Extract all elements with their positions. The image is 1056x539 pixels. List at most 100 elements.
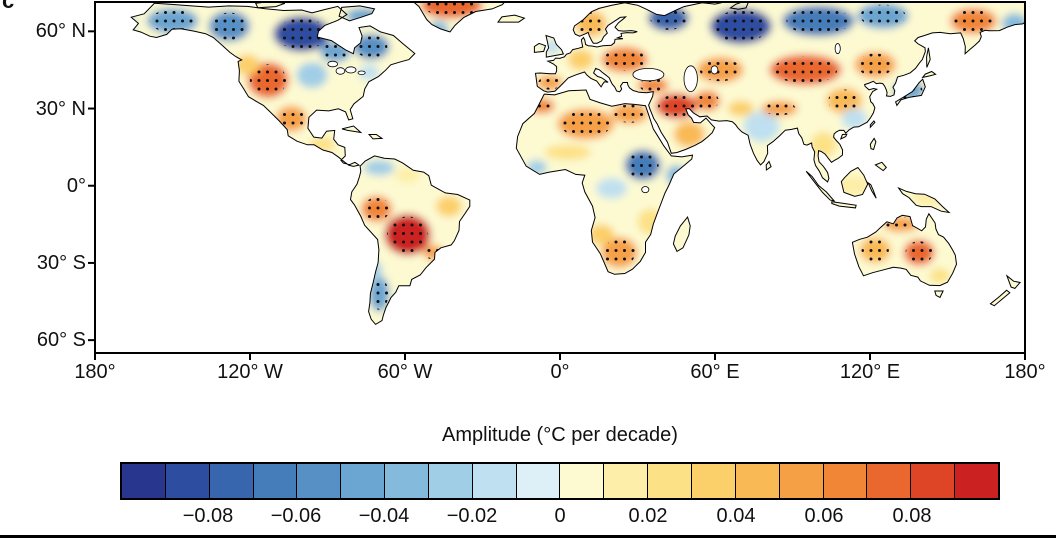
stipple-region bbox=[905, 241, 933, 264]
stipple-region bbox=[613, 104, 646, 123]
stipple-region bbox=[786, 7, 851, 35]
anomaly-region bbox=[131, 13, 137, 34]
coastline bbox=[805, 170, 836, 202]
colorbar-tick-label: 0.08 bbox=[892, 505, 932, 527]
stipple-region bbox=[276, 18, 327, 50]
colorbar-cell bbox=[735, 464, 780, 498]
y-axis-tick-label: 30° S bbox=[36, 251, 86, 274]
coastline bbox=[926, 47, 931, 68]
colorbar-cell bbox=[385, 464, 429, 498]
coastline bbox=[921, 70, 937, 79]
anomaly-region bbox=[296, 62, 328, 88]
colorbar bbox=[120, 462, 1000, 500]
coastline bbox=[765, 160, 772, 171]
stipple-region bbox=[538, 76, 562, 90]
lake bbox=[335, 67, 346, 75]
stipple-region bbox=[530, 99, 554, 113]
colorbar-cell bbox=[779, 464, 824, 498]
stipple-region bbox=[828, 89, 861, 113]
x-axis-tick-label: 0° bbox=[550, 361, 570, 383]
anomaly-region bbox=[911, 190, 943, 207]
anomaly-region bbox=[996, 283, 1013, 305]
lakes-layer bbox=[327, 43, 841, 194]
coastline bbox=[672, 216, 691, 253]
stipple-region bbox=[363, 197, 391, 221]
anomaly-region bbox=[363, 160, 395, 176]
y-axis-tick-label: 30° N bbox=[35, 97, 86, 120]
colorbar-cell bbox=[648, 464, 692, 498]
anomaly-region bbox=[596, 178, 628, 199]
colorbar-tick-label: 0.04 bbox=[716, 505, 756, 527]
lake bbox=[357, 70, 366, 75]
anomaly-region bbox=[544, 144, 592, 160]
colorbar-cell bbox=[472, 464, 517, 498]
colorbar-tick-label: 0 bbox=[554, 505, 566, 527]
stipple-region bbox=[857, 53, 894, 77]
colorbar-cell bbox=[823, 464, 868, 498]
stipple-region bbox=[763, 101, 796, 116]
colorbar-cell bbox=[165, 464, 210, 498]
anomaly-field-layer bbox=[131, 2, 1025, 325]
colorbar-cell bbox=[604, 464, 649, 498]
coastline bbox=[867, 181, 877, 199]
anomaly-region bbox=[637, 208, 664, 235]
stipple-region bbox=[650, 7, 687, 30]
stipple-region bbox=[560, 110, 611, 138]
stipple-region bbox=[424, 245, 443, 260]
lake bbox=[641, 186, 650, 194]
lake bbox=[632, 68, 665, 82]
coastline bbox=[831, 201, 857, 209]
colorbar-cell bbox=[560, 464, 605, 498]
coastline bbox=[497, 14, 526, 23]
colorbar-cell bbox=[209, 464, 254, 498]
stipple-region bbox=[658, 94, 695, 118]
anomaly-region bbox=[436, 196, 462, 217]
y-axis-tick-label: 0° bbox=[66, 174, 86, 197]
coastline bbox=[874, 161, 887, 172]
anomaly-region bbox=[358, 64, 380, 81]
coastline bbox=[839, 133, 848, 140]
stipple-layer bbox=[149, 2, 994, 310]
stipple-region bbox=[639, 78, 667, 93]
colorbar-tick-label: −0.04 bbox=[358, 505, 410, 527]
coastline bbox=[533, 42, 547, 53]
stipple-region bbox=[699, 58, 741, 82]
coastline bbox=[341, 125, 363, 134]
coastline bbox=[897, 186, 951, 214]
stipple-region bbox=[424, 2, 479, 17]
colorbar-cell bbox=[428, 464, 473, 498]
coastline bbox=[869, 137, 877, 151]
colorbar-cell bbox=[253, 464, 298, 498]
y-axis-tick-label: 60° N bbox=[35, 20, 86, 43]
coastline bbox=[367, 134, 384, 140]
stipple-region bbox=[387, 216, 429, 253]
stipple-region bbox=[860, 4, 906, 28]
lake bbox=[345, 66, 357, 74]
colorbar-cell bbox=[867, 464, 912, 498]
anomaly-region bbox=[673, 121, 705, 148]
colorbar-cell bbox=[297, 464, 342, 498]
coastline bbox=[412, 2, 506, 33]
anomaly-region bbox=[929, 268, 951, 284]
coastline bbox=[1005, 274, 1022, 289]
stipple-region bbox=[604, 48, 646, 71]
x-axis-tick-label: 180° bbox=[74, 361, 116, 383]
anomaly-region bbox=[394, 167, 421, 184]
colorbar-tick-label: −0.08 bbox=[182, 505, 234, 527]
coastline-layer bbox=[130, 2, 1025, 326]
stipple-region bbox=[695, 91, 719, 110]
anomaly-region bbox=[727, 100, 754, 117]
x-axis-tick-label: 60° E bbox=[690, 361, 740, 383]
y-axis-tick-label: 60° S bbox=[36, 329, 86, 352]
colorbar-cell bbox=[955, 464, 998, 498]
coastline bbox=[989, 289, 1011, 307]
coastline bbox=[851, 212, 958, 287]
coastline bbox=[338, 5, 376, 22]
coastline bbox=[934, 290, 944, 299]
anomaly-region bbox=[841, 108, 868, 130]
colorbar-cell bbox=[691, 464, 736, 498]
colorbar-tick-label: 0.02 bbox=[628, 505, 668, 527]
stipple-region bbox=[713, 10, 769, 43]
stipple-region bbox=[773, 56, 838, 84]
stipple-region bbox=[861, 238, 889, 262]
